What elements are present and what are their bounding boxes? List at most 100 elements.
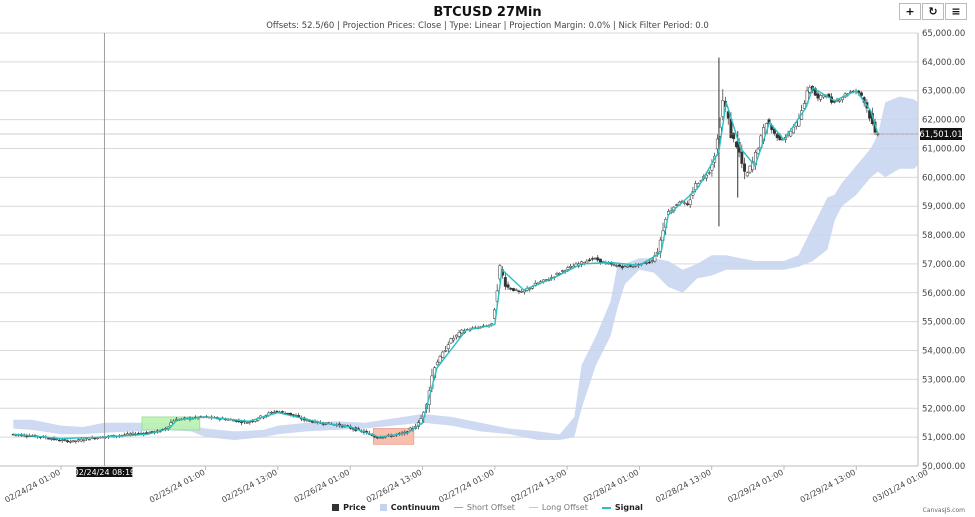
y-tick-label: 50,000.00 [922, 462, 965, 472]
y-tick-label: 58,000.00 [922, 231, 965, 241]
price-bar-body [612, 264, 616, 266]
price-bar-body [631, 266, 635, 268]
x-tick-label: 02/26/24 13:00 [365, 468, 424, 505]
price-bar-body [585, 260, 589, 264]
legend-swatch-price [332, 504, 340, 511]
price-bar-body [446, 344, 450, 349]
legend-label-continuum: Continuum [390, 503, 440, 512]
crosshair-label-bg [76, 467, 133, 477]
y-tick-label: 56,000.00 [922, 289, 965, 299]
y-tick-label: 51,000.00 [922, 433, 965, 443]
price-bar-body [47, 438, 51, 440]
price-bar-body [743, 163, 747, 172]
price-bar-body [566, 267, 570, 270]
price-bar-body [645, 262, 649, 264]
chart-title: BTCUSD 27Min [433, 5, 542, 20]
price-bar-body [93, 437, 97, 440]
price-bar-body [77, 439, 80, 442]
price-bar-body [688, 199, 692, 206]
price-bar-body [438, 356, 442, 363]
y-tick-label: 59,000.00 [922, 202, 965, 212]
price-bar-body [454, 334, 458, 338]
price-bar-body [150, 431, 154, 433]
x-tick-label: 02/24/24 01:00 [3, 468, 62, 505]
price-bar-body [126, 433, 129, 436]
legend-item-short-offset[interactable]: Short Offset [453, 503, 515, 512]
price-bar-body [503, 277, 507, 287]
price-bar-body [675, 204, 679, 206]
price-bar-body [715, 138, 719, 150]
y-tick-label: 60,000.00 [922, 173, 965, 183]
price-bar-body [128, 433, 132, 435]
legend-label-signal: Signal [614, 503, 643, 512]
legend-item-long-offset[interactable]: Long Offset [528, 503, 588, 512]
price-bar-body [520, 291, 524, 293]
y-tick-label: 55,000.00 [922, 318, 965, 328]
y-tick-label: 57,000.00 [922, 260, 965, 270]
price-bar-body [626, 265, 630, 268]
y-tick-label: 53,000.00 [922, 375, 965, 385]
price-bar-body [452, 337, 456, 341]
price-bar-body [821, 94, 825, 98]
price-bar-body [740, 151, 744, 164]
legend-item-continuum[interactable]: Continuum [379, 503, 440, 512]
price-bar-body [707, 172, 711, 174]
chart-toolbar: + ↻ ≡ [899, 3, 967, 20]
crosshair-label: 02/24/24 08:19 [74, 468, 136, 477]
price-bar-body [131, 432, 135, 435]
menu-button[interactable]: ≡ [945, 3, 967, 20]
price-bar-body [280, 411, 284, 413]
price-bar-body [838, 99, 842, 102]
price-bar-body [68, 441, 72, 443]
price-bar-body [732, 132, 736, 140]
price-bar-body [441, 351, 445, 358]
price-bar-body [55, 438, 59, 441]
price-bar-body [607, 262, 611, 265]
legend-swatch-long-offset [528, 507, 538, 508]
price-bar-body [79, 438, 83, 442]
price-bar-body [512, 288, 515, 291]
price-bar-body [819, 95, 823, 100]
price-bar-body [599, 258, 602, 263]
zoom-button[interactable]: + [899, 3, 921, 20]
legend-item-signal[interactable]: Signal [601, 503, 643, 512]
x-tick-label: 02/25/24 13:00 [220, 468, 279, 505]
legend-label-long-offset: Long Offset [541, 503, 588, 512]
x-tick-label: 02/29/24 13:00 [799, 468, 858, 505]
legend-item-price[interactable]: Price [332, 503, 366, 512]
y-tick-label: 65,000.00 [922, 29, 965, 39]
reset-button[interactable]: ↻ [922, 3, 944, 20]
price-bar-body [588, 259, 592, 261]
price-bar-body [517, 290, 521, 292]
price-bar-body [868, 110, 872, 119]
price-bar-body [694, 183, 698, 190]
price-bar-body [74, 440, 78, 443]
price-bar-body [658, 239, 662, 252]
y-tick-label: 64,000.00 [922, 58, 965, 68]
chart-subtitle: Offsets: 52.5/60 | Projection Prices: Cl… [266, 21, 709, 31]
price-bar-body [808, 87, 812, 93]
price-bar-body [275, 411, 279, 413]
price-bar-body [859, 92, 863, 96]
price-bar-body [560, 270, 564, 272]
last-price-label: 61,501.01 [919, 130, 962, 140]
price-bar-body [506, 284, 510, 288]
price-bar-body [435, 361, 439, 366]
price-bar-body [49, 438, 53, 440]
y-tick-label: 54,000.00 [922, 347, 965, 357]
x-tick-label: 02/27/24 01:00 [437, 468, 496, 505]
chart-credit[interactable]: CanvasJS.com [922, 507, 965, 514]
price-bar-body [63, 439, 67, 441]
legend-swatch-continuum [379, 504, 387, 511]
price-bar-body [449, 338, 453, 344]
price-bar-body [593, 257, 597, 260]
price-bar-body [286, 413, 290, 415]
price-bar-body [457, 332, 461, 337]
price-bar-body [721, 100, 725, 117]
price-bar-body [408, 427, 412, 431]
price-bar-body [555, 273, 559, 276]
price-bar-body [816, 93, 820, 99]
price-bar-body [620, 266, 624, 269]
price-bar-body [60, 439, 64, 441]
